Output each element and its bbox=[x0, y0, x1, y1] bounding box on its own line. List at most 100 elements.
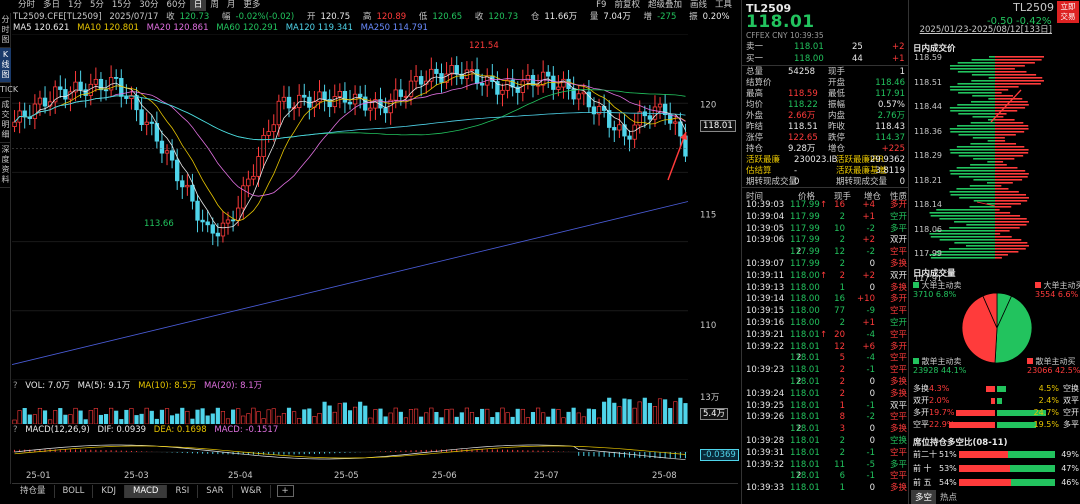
dist-buy-bar bbox=[995, 203, 1021, 205]
quote-row: 均价 118.22 振幅 0.57% bbox=[742, 100, 909, 111]
quote-value: 117.91 bbox=[875, 89, 905, 99]
tick-price: 117.99 bbox=[790, 259, 820, 269]
trade-now-button[interactable]: 立即交易 bbox=[1057, 1, 1079, 23]
toolbar-item-1[interactable]: 前复权 bbox=[614, 0, 640, 10]
view-tab-3[interactable]: 成交明细 bbox=[0, 98, 11, 143]
candle bbox=[383, 107, 388, 114]
tick-up-arrow-icon: ↑ bbox=[820, 329, 828, 340]
indicator-tab-1[interactable]: BOLL bbox=[55, 484, 94, 498]
toolbar-item-2[interactable]: 超级叠加 bbox=[647, 0, 682, 10]
timeframe-7[interactable]: 日 bbox=[189, 0, 207, 11]
ma10-label: MA10 120.801 bbox=[77, 23, 139, 33]
quote-label: 活跃最廉基差 bbox=[836, 166, 888, 176]
macd-help-icon[interactable]: ? bbox=[13, 425, 18, 435]
tick-row: 10:39:21 118.01 ↑ 20 -4 空平 bbox=[742, 330, 909, 341]
dist-buy-bar bbox=[995, 74, 1037, 76]
indicator-tab-7[interactable]: + bbox=[276, 485, 294, 497]
tick-oi-change: 0 bbox=[869, 424, 875, 435]
quote-value: 1 bbox=[899, 67, 905, 77]
last-price-tag: 118.01 bbox=[700, 120, 736, 132]
volume-bar bbox=[251, 407, 256, 424]
timeframe-3[interactable]: 5分 bbox=[89, 0, 104, 10]
right-tab-1[interactable]: 热点 bbox=[940, 493, 958, 503]
candle bbox=[510, 79, 515, 88]
view-tab-0[interactable]: 分时图 bbox=[0, 13, 11, 48]
volume-bar bbox=[485, 408, 490, 424]
indicator-tab-2[interactable]: KDJ bbox=[93, 484, 125, 498]
tick-header: 性质 bbox=[890, 192, 908, 202]
dist-buy-bar bbox=[995, 128, 1029, 130]
candle bbox=[586, 91, 592, 108]
candle bbox=[22, 110, 27, 118]
date-range[interactable]: 2025/01/23-2025/08/12[133日] bbox=[919, 25, 1052, 35]
indicator-tab-6[interactable]: W&R bbox=[233, 484, 271, 498]
view-tab-2[interactable]: TICK bbox=[0, 83, 18, 98]
volume-bar bbox=[164, 408, 170, 424]
indicator-tab-5[interactable]: SAR bbox=[198, 484, 233, 498]
x-label: 25-04 bbox=[228, 471, 253, 481]
tick-time: 10:39:03 bbox=[746, 200, 785, 210]
indicator-tab-0[interactable]: 持仓量 bbox=[12, 484, 55, 498]
dist-buy-bar bbox=[995, 209, 1000, 211]
volume-bar bbox=[657, 398, 663, 424]
dist-sell-bar bbox=[949, 128, 995, 130]
tick-price: 118.01 bbox=[790, 412, 820, 423]
timeframe-5[interactable]: 30分 bbox=[139, 0, 159, 10]
x-axis: 25-01 25-03 25-04 25-05 25-06 25-07 25-08 bbox=[12, 470, 738, 482]
tick-volume: 6 bbox=[839, 471, 845, 482]
right-tab-0[interactable]: 多空 bbox=[911, 490, 937, 504]
macd-chart[interactable] bbox=[12, 436, 738, 468]
tick-volume: 3 bbox=[839, 424, 845, 435]
dist-sell-bar bbox=[949, 65, 995, 67]
tick-time: 10:39:15 bbox=[746, 306, 785, 317]
nature-right-bar bbox=[997, 386, 1006, 392]
volume-bar bbox=[413, 408, 419, 424]
timeframe-4[interactable]: 15分 bbox=[111, 0, 132, 10]
quote-row: 涨停 122.65 跌停 114.37 bbox=[742, 133, 909, 144]
vol-ma20: MA(20): 8.1万 bbox=[203, 381, 263, 391]
volume-bar bbox=[642, 397, 647, 424]
dist-buy-bar bbox=[995, 140, 1006, 142]
volume-help-icon[interactable]: ? bbox=[13, 381, 18, 391]
timeframe-2[interactable]: 1分 bbox=[68, 0, 82, 10]
timeframe-9[interactable]: 月 bbox=[226, 0, 236, 10]
timeframe-6[interactable]: 60分 bbox=[166, 0, 186, 10]
view-tab-4[interactable]: 深度资料 bbox=[0, 143, 11, 188]
indicator-tab-4[interactable]: RSI bbox=[167, 484, 199, 498]
sell1-row[interactable]: 卖一 118.01 25 +2 bbox=[746, 42, 905, 52]
dist-buy-bar bbox=[995, 95, 1014, 97]
dist-buy-bar bbox=[995, 107, 1026, 109]
timeframe-1[interactable]: 多日 bbox=[43, 0, 61, 10]
volume-chart[interactable]: 13万 bbox=[12, 392, 738, 424]
candle bbox=[68, 91, 73, 100]
toolbar-item-0[interactable]: F9 bbox=[596, 0, 607, 10]
indicator-tab-3[interactable]: MACD bbox=[125, 484, 168, 498]
buy1-row[interactable]: 买一 118.00 44 +1 bbox=[746, 54, 905, 64]
volume-bar bbox=[551, 408, 556, 424]
toolbar-item-4[interactable]: 工具 bbox=[714, 0, 732, 10]
tick-volume: 2 bbox=[839, 235, 845, 246]
volume-bar bbox=[490, 417, 495, 424]
volume-bar bbox=[175, 413, 180, 424]
x-label: 25-05 bbox=[334, 471, 359, 481]
dist-buy-bar bbox=[995, 113, 1007, 115]
dist-sell-bar bbox=[954, 242, 995, 244]
timeframe-8[interactable]: 周 bbox=[210, 0, 219, 10]
candle bbox=[540, 71, 546, 86]
candlestick-chart[interactable]: 121.54 113.66 120 115 110 bbox=[12, 34, 738, 380]
quote-row: 最高 118.59 最低 117.91 bbox=[742, 89, 909, 100]
volume-bar bbox=[469, 412, 475, 424]
view-tab-1[interactable]: K线图 bbox=[0, 48, 11, 83]
tick-time: 10:39:14 bbox=[746, 294, 785, 305]
tick-price: 118.00 bbox=[790, 294, 820, 305]
timeframe-0[interactable]: 分时 bbox=[18, 0, 36, 10]
toolbar-item-3[interactable]: 画线 bbox=[689, 0, 707, 10]
tick-nature: 空开 bbox=[889, 318, 907, 328]
candle bbox=[53, 86, 58, 103]
volume-bar bbox=[225, 418, 231, 424]
position-label: 前 十 bbox=[913, 464, 932, 473]
candle bbox=[627, 135, 632, 140]
tick-nature: 多平 bbox=[889, 459, 907, 470]
timeframe-10[interactable]: 更多 bbox=[243, 0, 261, 10]
small-buy-flow: 散单主动买 23066 42.5% bbox=[1027, 357, 1080, 375]
